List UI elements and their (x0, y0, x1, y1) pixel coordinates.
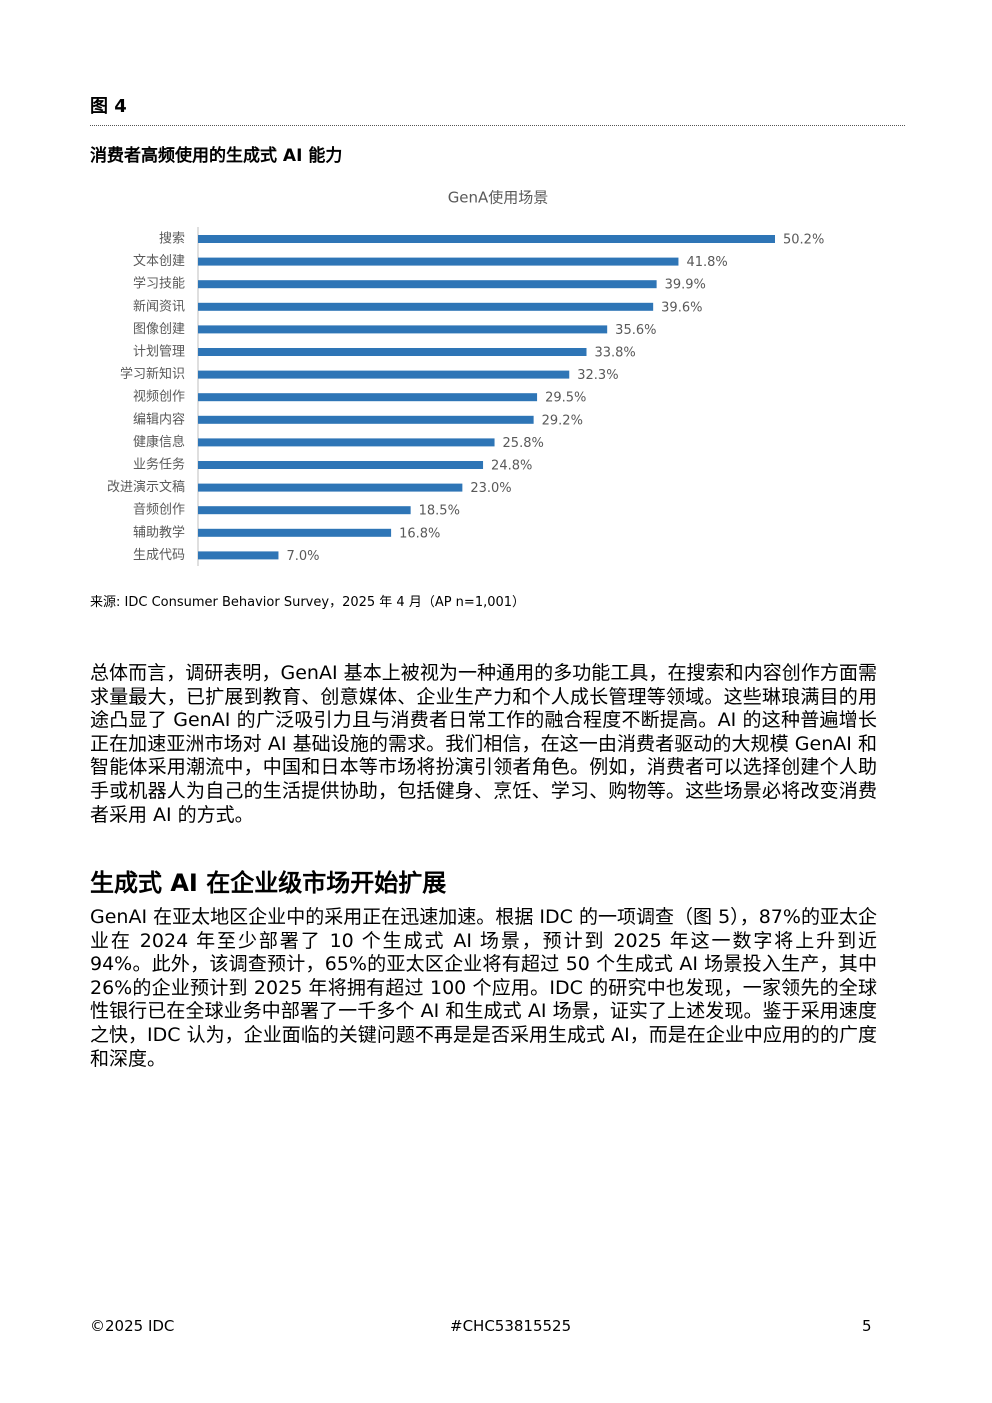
category-label: 文本创建 (133, 254, 185, 269)
bar (198, 483, 463, 492)
category-label: 新闻资讯 (133, 298, 185, 314)
chart-title: GenA使用场景 (448, 189, 549, 207)
value-label: 29.2% (542, 413, 583, 428)
chart: GenA使用场景 搜索 50.2% 文本创建 41.8% 学习技能 39.9% 新闻资讯 39… (107, 189, 824, 566)
category-label: 图像创建 (133, 322, 185, 337)
section-heading: 生成式 AI 在企业级市场开始扩展 (90, 869, 447, 897)
bar (198, 551, 279, 560)
value-label: 41.8% (686, 255, 727, 270)
category-label: 音频创作 (133, 502, 185, 518)
category-label: 搜索 (159, 232, 185, 247)
value-label: 16.8% (399, 526, 440, 541)
bar (198, 348, 587, 356)
value-label: 50.2% (783, 233, 824, 248)
category-label: 学习技能 (133, 276, 185, 292)
paragraph: GenAI 在亚太地区企业中的采用正在迅速加速。根据 IDC 的一项调查（图 5… (90, 906, 877, 1070)
value-label: 33.8% (594, 346, 635, 361)
value-label: 29.5% (545, 391, 586, 406)
divider (90, 125, 905, 126)
figure-label: 图 4 (90, 96, 127, 117)
value-label: 32.3% (577, 368, 618, 383)
bar (198, 280, 657, 289)
value-label: 35.6% (615, 323, 656, 338)
category-label: 学习新知识 (120, 366, 185, 382)
category-label: 业务任务 (133, 457, 185, 473)
category-label: 视频创作 (133, 390, 185, 405)
figure-title: 消费者高频使用的生成式 AI 能力 (90, 146, 343, 166)
category-label: 健康信息 (133, 434, 185, 450)
value-label: 39.6% (661, 300, 702, 315)
source: 来源: IDC Consumer Behavior Survey，2025 年 … (90, 595, 526, 610)
bar (198, 415, 534, 424)
value-label: 18.5% (419, 504, 460, 519)
bar (198, 257, 679, 266)
value-label: 24.8% (491, 459, 532, 474)
bar (198, 461, 484, 469)
page-number: 5 (862, 1317, 872, 1335)
value-label: 7.0% (286, 549, 319, 564)
value-label: 25.8% (503, 436, 544, 451)
copyright: ©2025 IDC (90, 1317, 175, 1335)
bar (198, 506, 411, 515)
bar (198, 325, 608, 334)
category-label: 计划管理 (133, 345, 185, 360)
bar (198, 370, 570, 379)
paragraph: 总体而言，调研表明，GenAI 基本上被视为一种通用的多功能工具，在搜索和内容创… (90, 662, 877, 826)
category-label: 改进演示文稿 (107, 479, 185, 495)
value-label: 39.9% (665, 278, 706, 293)
value-label: 23.0% (470, 481, 511, 496)
bar (198, 438, 495, 447)
doc-id: #CHC53815525 (450, 1317, 572, 1335)
bar (198, 235, 775, 243)
category-label: 生成代码 (133, 548, 185, 563)
bar (198, 393, 538, 402)
category-label: 编辑内容 (133, 411, 185, 427)
bar (198, 302, 654, 311)
bar (198, 528, 392, 537)
category-label: 辅助教学 (133, 524, 185, 540)
